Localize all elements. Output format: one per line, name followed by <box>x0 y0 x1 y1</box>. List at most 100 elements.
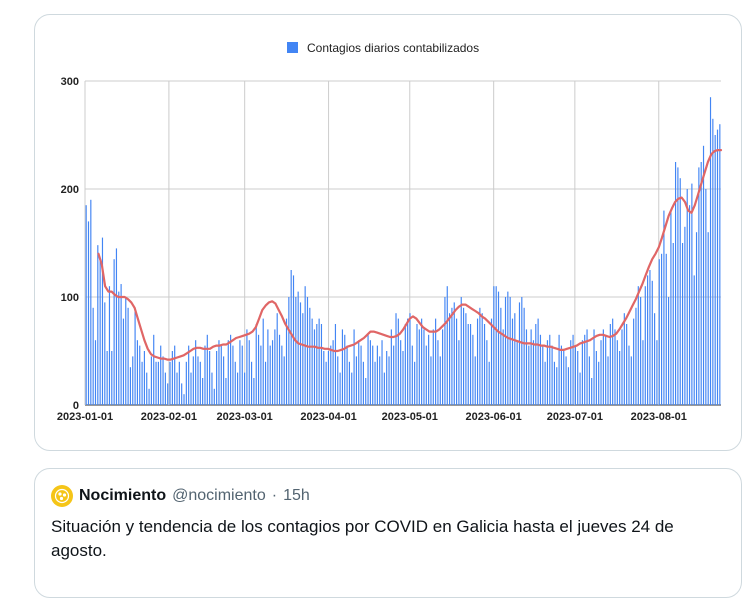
bar <box>111 351 113 405</box>
bar <box>593 329 595 405</box>
bar <box>199 361 201 405</box>
bar <box>549 334 551 405</box>
bar <box>288 297 290 405</box>
bar <box>257 334 260 405</box>
bar <box>358 340 360 405</box>
avatar[interactable] <box>51 485 73 507</box>
bar-series <box>85 97 721 406</box>
bar <box>591 378 593 405</box>
bar <box>264 361 267 405</box>
bar <box>451 307 453 405</box>
bar <box>581 340 583 405</box>
bar <box>630 356 632 405</box>
covid-chart: 0 100 200 300 2023-01-01 2023-02-01 2023-03-01… <box>57 41 723 423</box>
bar <box>164 372 166 405</box>
y-tick-label: 200 <box>61 184 79 196</box>
bar <box>299 302 302 405</box>
bar <box>383 372 385 405</box>
x-tick-label: 2023-07-01 <box>547 411 603 423</box>
bar <box>504 297 507 405</box>
bar <box>695 232 698 405</box>
bar <box>584 334 586 405</box>
bar <box>248 340 250 405</box>
bar <box>218 340 220 405</box>
bar <box>614 329 616 405</box>
bar <box>101 237 104 405</box>
bar <box>285 318 288 405</box>
bar <box>327 351 330 405</box>
quoted-tweet[interactable]: Nocimiento @nocimiento · 15h Situación y… <box>34 468 742 598</box>
bar <box>544 361 546 405</box>
bar <box>181 383 183 405</box>
bar <box>223 356 225 405</box>
bar <box>244 372 246 405</box>
bar <box>397 318 399 405</box>
bar <box>495 286 497 405</box>
bar <box>104 302 106 405</box>
author-name[interactable]: Nocimiento <box>79 487 167 504</box>
bar <box>656 340 658 405</box>
bar <box>393 345 395 405</box>
bar <box>465 313 467 405</box>
bar <box>602 329 604 405</box>
bar <box>435 318 437 405</box>
chart-legend: Contagios diarios contabilizados <box>287 41 479 55</box>
bar <box>714 135 716 405</box>
bar <box>195 340 197 405</box>
bar <box>320 324 323 405</box>
bar <box>143 351 145 405</box>
bar <box>607 356 609 405</box>
bar <box>509 297 511 405</box>
bar <box>542 345 544 405</box>
bar <box>605 334 607 405</box>
bar <box>446 286 448 405</box>
bar <box>183 394 185 405</box>
bar <box>570 340 572 405</box>
bar <box>351 372 353 405</box>
bar <box>395 313 397 405</box>
bar <box>374 361 376 405</box>
bar <box>309 307 311 405</box>
post-time[interactable]: 15h <box>283 487 310 504</box>
bar <box>174 345 176 405</box>
axis-ticks: 0 100 200 300 2023-01-01 2023-02-01 2023-03-01… <box>57 76 687 423</box>
bar <box>537 318 539 405</box>
bar <box>400 340 402 405</box>
bar <box>202 378 204 405</box>
bar <box>444 297 446 405</box>
bar <box>253 378 255 405</box>
bar <box>97 245 99 405</box>
bar <box>654 313 656 405</box>
bar <box>439 356 441 405</box>
quoted-tweet-text: Situación y tendencia de los contagios p… <box>51 517 674 560</box>
bar <box>574 345 576 405</box>
bar <box>707 232 709 405</box>
bar <box>360 345 362 405</box>
bar <box>628 345 630 405</box>
bar <box>388 356 390 405</box>
bar <box>511 318 514 405</box>
bar <box>237 372 239 405</box>
bar <box>139 345 141 405</box>
bar <box>709 97 712 405</box>
bar <box>681 243 684 405</box>
bar <box>539 334 542 405</box>
bar <box>206 334 208 405</box>
bar <box>649 270 651 405</box>
bar <box>390 329 392 405</box>
bar <box>577 351 579 405</box>
bar <box>213 388 215 405</box>
bar <box>532 340 535 405</box>
bar <box>416 324 418 405</box>
bar <box>719 124 721 405</box>
bar <box>160 345 162 405</box>
bar <box>341 329 344 405</box>
bar <box>141 361 143 405</box>
bar <box>530 329 532 405</box>
bar <box>460 297 462 405</box>
bar <box>362 361 364 405</box>
tweet-media-card[interactable]: 0 100 200 300 2023-01-01 2023-02-01 2023-03-01… <box>34 14 742 451</box>
bar <box>598 361 600 405</box>
author-handle[interactable]: @nocimiento <box>172 487 266 504</box>
bar <box>150 356 152 405</box>
